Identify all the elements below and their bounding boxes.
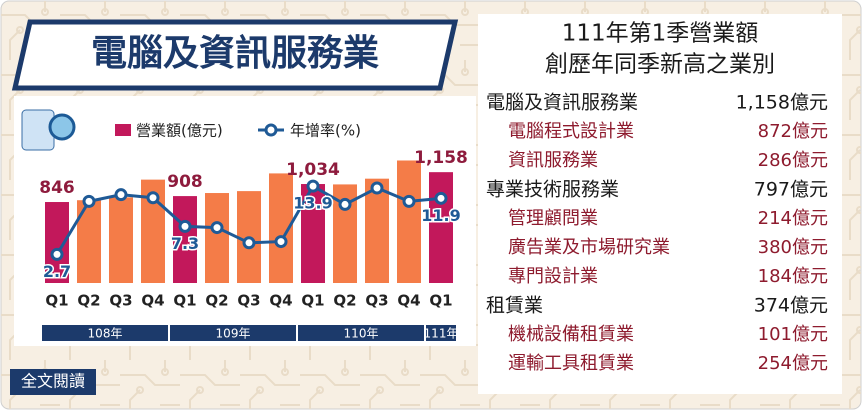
title-banner [11,19,459,91]
x-tick-label: Q3 [365,292,388,310]
item-value: 184億元 [758,266,828,287]
x-tick-label: Q1 [45,292,68,310]
x-tick-label: Q1 [173,292,196,310]
bar [397,160,421,283]
x-tick-label: Q4 [269,292,292,310]
group-name: 租賃業 [486,295,543,317]
item-value: 101億元 [758,324,828,345]
line-point [178,219,192,233]
line-point [370,181,384,195]
rate-value-label: 11.9 [421,206,460,225]
rate-value-label: 7.3 [171,234,199,253]
bar-value-label: 908 [167,172,203,192]
icon [48,113,76,141]
legend-swatch [264,123,278,137]
year-label: 111年 [424,327,459,341]
x-tick-label: Q1 [429,292,452,310]
year-band [170,325,296,341]
rate-value-label: 13.9 [293,194,332,213]
x-tick-label: Q2 [205,292,228,310]
line-point [82,194,96,208]
year-band [42,325,168,341]
chart: 營業額(億元) 年增率(%) 846 908 1,034 1,158 2.7 7.3 13.9 1… [39,122,468,341]
line-point [402,194,416,208]
bar [173,196,197,283]
year-band [298,325,424,341]
item-name: 運輸工具租賃業 [508,353,634,374]
item-name: 資訊服務業 [508,150,598,171]
bar [365,178,389,283]
side-title: 創歷年同季新高之業別 [545,52,775,78]
year-label: 108年 [88,327,123,341]
item-value: 380億元 [758,237,828,258]
x-tick-label: Q1 [301,292,324,310]
item-name: 管理顧問業 [508,208,598,229]
page-title: 電腦及資訊服務業 [91,33,379,74]
bar [429,172,453,283]
line-point [50,247,64,261]
x-tick-label: Q4 [141,292,164,310]
bar-value-label: 846 [39,178,75,198]
side-title: 111年第1季營業額 [562,21,759,47]
read-more-button[interactable] [10,369,96,395]
line-point [114,188,128,202]
item-name: 電腦程式設計業 [508,121,634,142]
legend-label: 營業額(億元) [136,122,223,140]
group-value: 1,158億元 [736,92,828,114]
group-name: 電腦及資訊服務業 [486,92,638,114]
x-tick-label: Q2 [77,292,100,310]
group-value: 797億元 [754,179,828,201]
item-name: 專門設計業 [508,266,598,287]
item-value: 214億元 [758,208,828,229]
item-name: 廣告業及市場研究業 [508,237,670,258]
line-point [338,197,352,211]
year-label: 110年 [344,327,379,341]
bar [205,193,229,283]
bar [109,197,133,283]
x-tick-label: Q4 [397,292,420,310]
item-value: 286億元 [758,150,828,171]
legend-swatch [115,124,131,136]
group-value: 374億元 [754,295,828,317]
group-name: 專業技術服務業 [486,179,619,201]
line-point [146,191,160,205]
line-point [242,236,256,250]
item-name: 機械設備租賃業 [508,324,634,345]
line-point [210,221,224,235]
legend-label: 年增率(%) [290,122,361,140]
x-tick-label: Q2 [333,292,356,310]
read-more-label[interactable]: 全文閱讀 [21,372,85,391]
bar-value-label: 1,034 [286,160,340,180]
item-value: 872億元 [758,121,828,142]
bar-value-label: 1,158 [414,148,468,168]
year-band [426,325,456,341]
line-point [274,235,288,249]
x-tick-label: Q3 [237,292,260,310]
x-tick-label: Q3 [109,292,132,310]
item-value: 254億元 [758,353,828,374]
year-label: 109年 [216,327,251,341]
line-point [434,191,448,205]
line-point [306,179,320,193]
side-panel [478,14,842,394]
rate-value-label: 2.7 [43,262,71,281]
